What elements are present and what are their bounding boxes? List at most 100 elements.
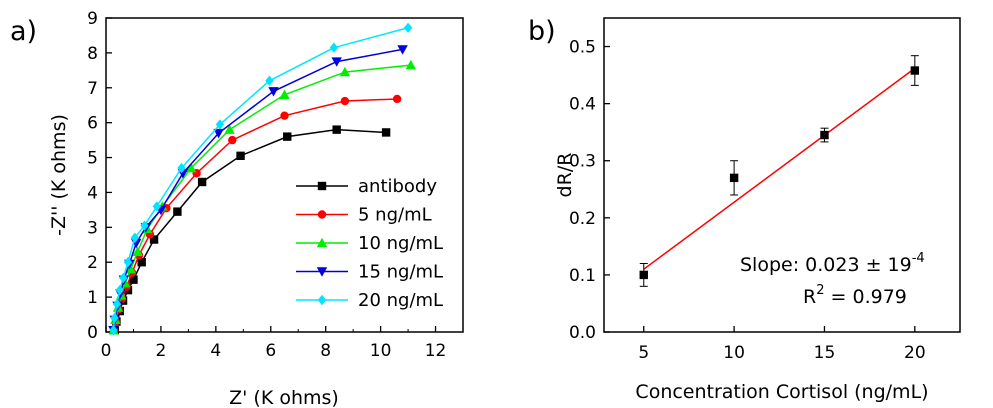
x-tick-label-a: 0 <box>101 341 112 361</box>
data-point <box>332 125 341 134</box>
data-point <box>280 111 289 120</box>
data-point <box>177 162 186 174</box>
y-axis-title-b: dR/R <box>554 153 576 198</box>
data-point <box>339 66 351 77</box>
x-tick-label-b: 20 <box>904 343 926 363</box>
y-tick-label-a: 7 <box>87 79 98 99</box>
y-tick-label-a: 6 <box>87 114 98 134</box>
x-tick-label-a: 12 <box>425 341 447 361</box>
data-point <box>119 272 128 284</box>
y-tick-label-b: 0.5 <box>569 38 596 58</box>
data-point <box>197 177 207 187</box>
y-axis-title-a: -Z'' (K ohms) <box>48 114 70 236</box>
data-point <box>173 207 182 216</box>
legend-item: antibody <box>296 176 437 197</box>
data-point <box>152 201 162 212</box>
data-point <box>215 119 225 130</box>
y-tick-label-a: 1 <box>87 288 98 308</box>
legend-swatch-marker <box>316 237 328 248</box>
data-point <box>129 275 138 284</box>
y-tick-label-a: 0 <box>87 323 98 343</box>
data-point <box>392 94 402 104</box>
data-point <box>224 124 235 134</box>
x-axis-title-a: Z' (K ohms) <box>229 387 339 408</box>
data-point-group <box>639 262 648 287</box>
data-point <box>283 132 292 141</box>
x-tick-label-b: 5 <box>638 343 649 363</box>
data-point <box>340 96 350 106</box>
legend-swatch-marker <box>317 294 327 306</box>
slope-annotation: Slope: 0.023 ± 19-4 <box>740 251 925 276</box>
legend-background <box>288 166 456 322</box>
plot-a-legend: antibody 5 ng/mL 10 ng/mL 15 ng/mL 20 ng/mL <box>288 166 456 322</box>
data-point <box>140 220 149 231</box>
data-point <box>185 162 197 173</box>
y-tick-label-a: 8 <box>87 44 98 64</box>
y-tick-label-b: 0.0 <box>569 323 596 343</box>
data-point <box>331 57 342 67</box>
plot-a-frame <box>105 17 464 333</box>
y-tick-label-a: 3 <box>87 218 98 238</box>
data-point <box>109 325 118 336</box>
data-point-group <box>910 55 920 86</box>
y-tick-label-a: 9 <box>87 9 98 29</box>
x-tick-label-b: 15 <box>814 343 836 363</box>
data-point <box>236 151 245 161</box>
legend-item: 10 ng/mL <box>296 233 443 254</box>
series-4 <box>109 22 413 336</box>
x-axis-title-b: Concentration Cortisol (ng/mL) <box>635 381 928 403</box>
data-point-group <box>820 127 829 143</box>
legend-item: 20 ng/mL <box>296 290 443 311</box>
data-point <box>149 235 159 244</box>
data-point-group <box>729 160 739 196</box>
plot-a-series <box>108 22 417 336</box>
legend-label: 15 ng/mL <box>358 262 443 283</box>
y-tick-label-a: 4 <box>87 183 98 203</box>
data-point <box>112 298 122 310</box>
y-tick-label-b: 0.3 <box>569 152 596 172</box>
legend-label: 10 ng/mL <box>358 233 443 254</box>
linear-fit-line <box>643 67 916 270</box>
data-point <box>910 66 920 75</box>
legend-swatch-marker <box>316 267 328 277</box>
data-point <box>115 284 124 296</box>
panel-label-a: a) <box>10 16 37 47</box>
data-point <box>279 89 290 99</box>
data-point <box>403 22 413 33</box>
x-tick-label-a: 2 <box>156 341 167 361</box>
y-tick-label-a: 5 <box>87 149 98 169</box>
data-point <box>639 270 648 280</box>
x-tick-label-b: 10 <box>723 343 745 363</box>
data-point <box>110 312 119 324</box>
legend-item: 5 ng/mL <box>296 205 432 226</box>
y-tick-label-a: 2 <box>87 253 98 273</box>
x-tick-label-a: 8 <box>320 341 331 361</box>
legend-label: 20 ng/mL <box>358 290 443 311</box>
data-point <box>137 258 146 267</box>
data-point <box>729 173 739 183</box>
plot-b-ticks: 5 10 15 20 0.0 0.1 0.2 0.3 0.4 0.5 <box>569 38 926 363</box>
legend-item: 15 ng/mL <box>296 262 443 283</box>
legend-swatch-marker <box>317 181 327 191</box>
data-point <box>130 232 140 243</box>
plot-b-frame <box>603 17 961 333</box>
fit-line <box>643 67 916 270</box>
calibration-plot: 5 10 15 20 0.0 0.1 0.2 0.3 0.4 0.5 Slope: 0.023 ±… <box>554 17 961 403</box>
data-point <box>132 246 143 256</box>
y-tick-label-b: 0.4 <box>569 95 596 115</box>
plot-b-points <box>639 55 920 287</box>
data-point <box>329 42 339 53</box>
legend-label: antibody <box>358 176 437 197</box>
data-point <box>397 45 408 55</box>
panel-label-b: b) <box>528 16 556 47</box>
data-point <box>265 75 274 86</box>
x-tick-label-a: 10 <box>370 341 392 361</box>
r-squared-annotation: R2 = 0.979 <box>803 283 907 308</box>
data-point <box>228 135 237 145</box>
data-point <box>123 257 133 268</box>
y-tick-label-b: 0.2 <box>569 209 596 229</box>
x-tick-label-a: 4 <box>210 341 221 361</box>
